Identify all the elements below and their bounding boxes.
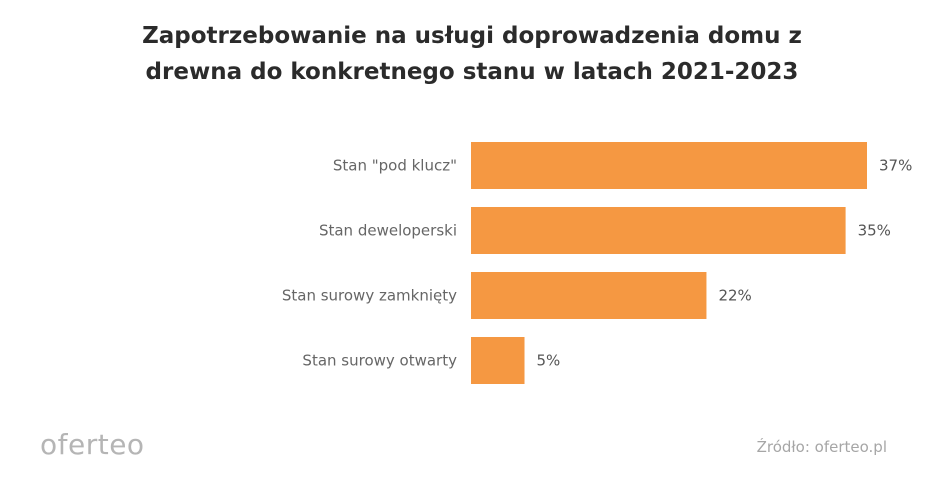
chart-title-line-1: Zapotrzebowanie na usługi doprowadzenia … <box>142 23 802 49</box>
value-label-3: 22% <box>718 287 751 305</box>
bar-1 <box>471 142 867 189</box>
category-label-4: Stan surowy otwarty <box>302 352 457 370</box>
source-note: Źródło: oferteo.pl <box>756 438 887 456</box>
chart-title-line-2: drewna do konkretnego stanu w latach 202… <box>145 59 799 85</box>
value-label-4: 5% <box>537 352 561 370</box>
value-label-2: 35% <box>858 222 891 240</box>
oferteo-logo: oferteo <box>40 428 145 461</box>
category-label-3: Stan surowy zamknięty <box>282 287 457 305</box>
bar-2 <box>471 207 846 254</box>
chart-title: Zapotrzebowanie na usługi doprowadzenia … <box>0 18 944 90</box>
bar-4 <box>471 337 525 384</box>
bar-3 <box>471 272 707 319</box>
value-label-1: 37% <box>879 157 912 175</box>
category-label-2: Stan deweloperski <box>319 222 457 240</box>
category-label-1: Stan "pod klucz" <box>333 157 457 175</box>
